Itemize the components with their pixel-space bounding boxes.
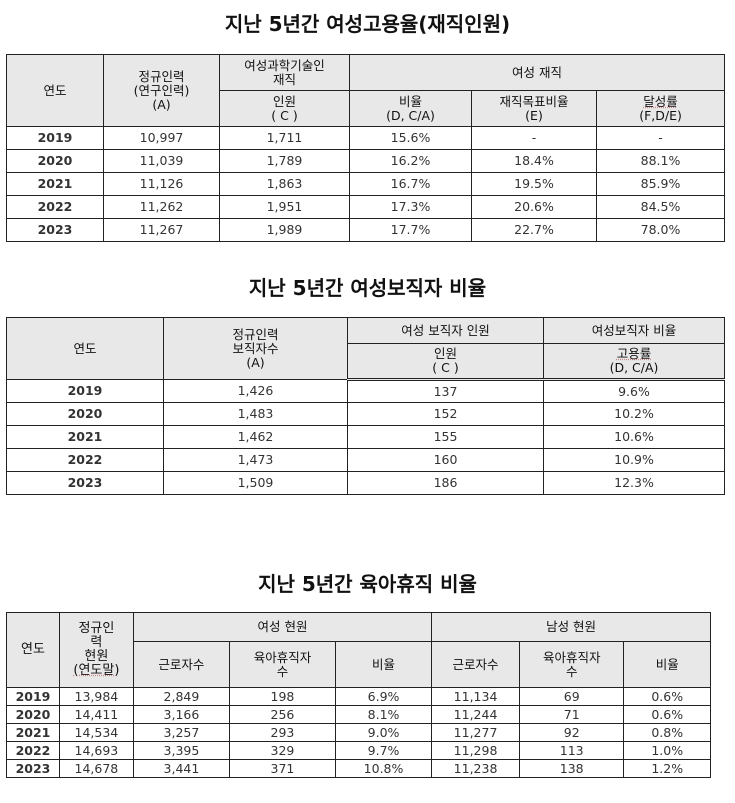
table-row: 2020 14,411 3,166 256 8.1% 11,244 71 0.6% [6,705,711,724]
female-manager-table: 연도 정규인력 보직자수 (A) 여성 보직자 인원 여성보직자 비율 인원( C … [6,317,725,495]
table-row: 2020 1,483 152 10.2% [6,402,725,426]
parental-leave-table: 연도 정규인 력 현원 (연도말) 여성 현원 남성 현원 근로자수 육아휴직자 수 비… [6,612,711,778]
header-female-mgr: 여성 보직자 인원 [347,317,544,344]
header-regular: 정규인력 보직자수 (A) [163,317,348,380]
header-female-workers: 근로자수 [132,641,231,688]
table-row: 2019 10,997 1,711 15.6% - - [6,126,726,150]
table-row: 2022 11,262 1,951 17.3% 20.6% 84.5% [6,195,726,219]
header-achieve: 달성률 (F,D/E) [595,90,726,127]
header-target: 재직목표비율 (E) [471,90,597,127]
table3-title: 지난 5년간 육아휴직 비율 [258,572,477,596]
table2-title: 지난 5년간 여성보직자 비율 [248,276,487,300]
header-rate: 고용률 (D, C/A) [543,343,725,381]
header-ratio: 비율 (D, C/A) [349,90,472,127]
table-row: 2022 1,473 160 10.9% [6,448,725,472]
table-row: 2019 13,984 2,849 198 6.9% 11,134 69 0.6% [6,687,711,706]
table-row: 2023 11,267 1,989 17.7% 22.7% 78.0% [6,218,726,242]
header-year: 연도 [6,317,164,380]
header-count: 인원( C ) [219,90,350,127]
table-row: 2023 1,509 186 12.3% [6,471,725,495]
header-year: 연도 [6,54,104,127]
header-male-leave: 육아휴직자 수 [518,641,625,688]
header-female-ratio: 비율 [334,641,433,688]
table-row: 2021 1,462 155 10.6% [6,425,725,449]
header-female-ratio: 여성보직자 비율 [543,317,725,344]
header-year: 연도 [6,612,60,688]
header-female-sci: 여성과학기술인 재직 [219,54,350,91]
female-employment-table: 연도 정규인력 (연구인력) (A) 여성과학기술인 재직 여성 재직 인원( C )… [6,54,726,242]
table-row: 2021 11,126 1,863 16.7% 19.5% 85.9% [6,172,726,196]
header-male-ratio: 비율 [623,641,711,688]
table-row: 2019 1,426 137 9.6% [6,379,725,403]
header-female-emp: 여성 재직 [348,54,726,91]
header-regular: 정규인 력 현원 (연도말) [58,612,134,688]
table-row: 2021 14,534 3,257 293 9.0% 11,277 92 0.8% [6,723,711,742]
table1-title: 지난 5년간 여성고용율(재직인원) [224,12,511,36]
header-male-workers: 근로자수 [431,641,520,688]
header-female-leave: 육아휴직자 수 [229,641,336,688]
table-row: 2020 11,039 1,789 16.2% 18.4% 88.1% [6,149,726,173]
header-male: 남성 현원 [431,612,711,642]
table-row: 2022 14,693 3,395 329 9.7% 11,298 113 1.0% [6,741,711,760]
table-row: 2023 14,678 3,441 371 10.8% 11,238 138 1.2% [6,759,711,778]
header-regular: 정규인력 (연구인력) (A) [103,54,220,127]
header-female: 여성 현원 [132,612,433,642]
header-count: 인원( C ) [347,343,544,381]
